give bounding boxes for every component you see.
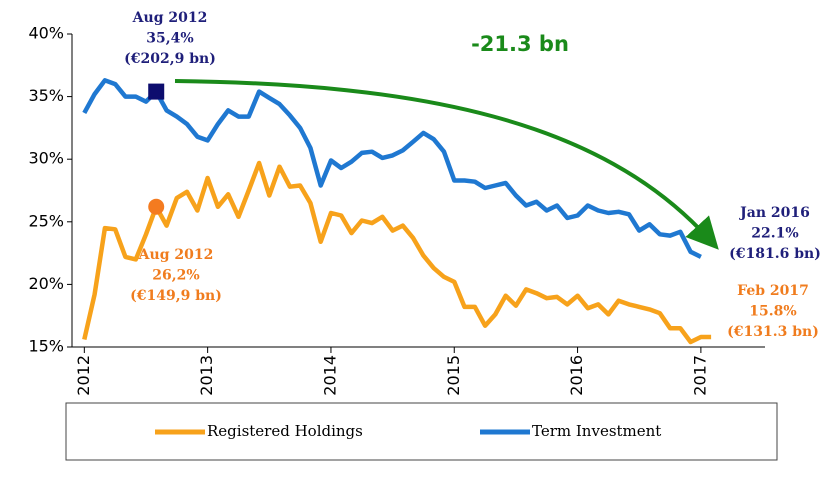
point-marker [148, 198, 165, 215]
x-tick-label: 2014 [320, 355, 339, 396]
annotation: Aug 2012 [138, 247, 214, 263]
annotation: Feb 2017 [737, 283, 809, 299]
annotation: 26,2% [152, 268, 199, 284]
annotation: 15.8% [749, 304, 796, 320]
y-tick-label: 25% [28, 211, 64, 230]
annotation: (€149,9 bn) [130, 288, 222, 304]
annotation: 35,4% [146, 31, 193, 47]
y-tick-label: 40% [28, 24, 64, 43]
x-tick-label: 2017 [690, 355, 709, 396]
series-line [82, 160, 712, 345]
annotation: -21.3 bn [471, 32, 569, 56]
x-tick-label: 2013 [197, 355, 216, 396]
legend-label: Term Investment [532, 422, 661, 440]
annotation: (€131.3 bn) [727, 324, 819, 340]
legend-box [65, 402, 778, 461]
y-tick-label: 20% [28, 274, 64, 293]
x-tick-label: 2016 [567, 355, 586, 396]
y-tick-label: 30% [28, 149, 64, 168]
trend-arrow [174, 79, 719, 250]
annotation: (€202,9 bn) [124, 51, 216, 67]
point-marker [148, 83, 165, 100]
annotation: Aug 2012 [132, 10, 208, 26]
x-tick-label: 2012 [74, 355, 93, 396]
series-line [82, 78, 702, 259]
y-tick-label: 35% [28, 86, 64, 105]
x-tick-label: 2015 [444, 355, 463, 396]
y-tick-label: 15% [28, 337, 64, 356]
annotation: 22.1% [751, 226, 798, 242]
legend-label: Registered Holdings [207, 422, 363, 440]
annotation: Jan 2016 [738, 205, 810, 221]
annotation: (€181.6 bn) [729, 246, 821, 262]
